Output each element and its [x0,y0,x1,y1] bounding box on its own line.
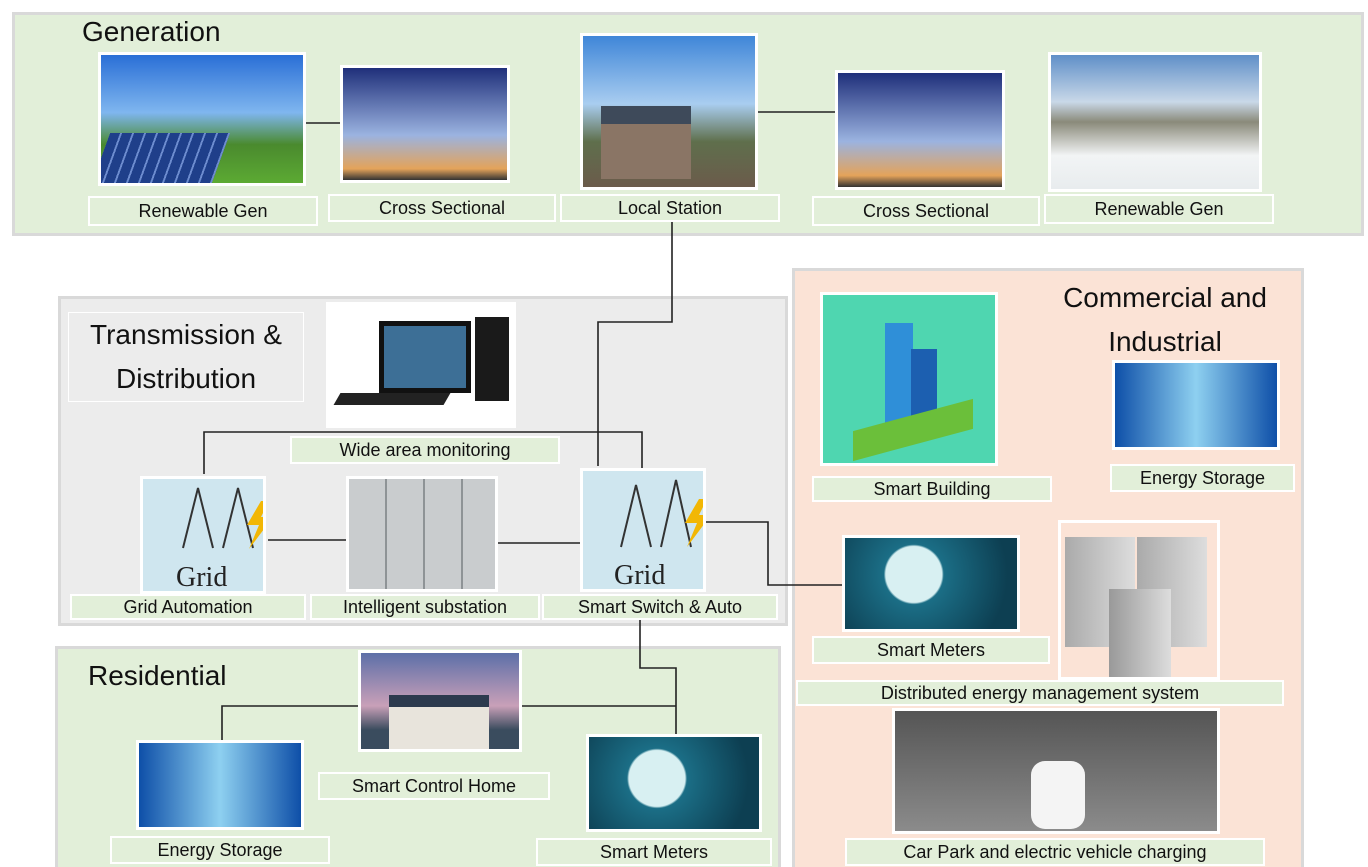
node-label: Renewable Gen [1044,194,1274,224]
node-label: Smart Control Home [318,772,550,800]
node-label: Energy Storage [1110,464,1295,492]
grid-icon-label: Grid [614,560,665,592]
node-label: Smart Building [812,476,1052,502]
grid-icon-label: Grid [176,562,227,594]
node-label: Smart Meters [812,636,1050,664]
diagram: Generation Transmission & Distribution C… [0,0,1368,867]
meter-image [842,535,1020,632]
node-label: Energy Storage [110,836,330,864]
house-image [358,650,522,752]
section-title: Generation [82,10,221,54]
meter-image [586,734,762,832]
computer-image [326,302,516,428]
renewable-image [98,52,306,186]
section-title: Commercial and Industrial [1040,276,1290,364]
building-image [820,292,998,466]
node-label: Smart Meters [536,838,772,866]
node-label: Wide area monitoring [290,436,560,464]
hydro-image [1048,52,1262,192]
ev-charging-image [892,708,1220,834]
pylon-image [835,70,1005,190]
node-label: Distributed energy management system [796,680,1284,706]
node-label: Renewable Gen [88,196,318,226]
node-label: Grid Automation [70,594,306,620]
node-label: Local Station [560,194,780,222]
section-title: Transmission & Distribution [68,312,304,402]
substation-image [346,476,498,592]
node-label: Cross Sectional [328,194,556,222]
server-image [1058,520,1220,680]
node-label: Intelligent substation [310,594,540,620]
storage-image [1112,360,1280,450]
pylon-image [340,65,510,183]
storage-image [136,740,304,830]
station-image [580,33,758,190]
node-label: Car Park and electric vehicle charging [845,838,1265,866]
node-label: Cross Sectional [812,196,1040,226]
node-label: Smart Switch & Auto [542,594,778,620]
section-title: Residential [88,654,227,698]
